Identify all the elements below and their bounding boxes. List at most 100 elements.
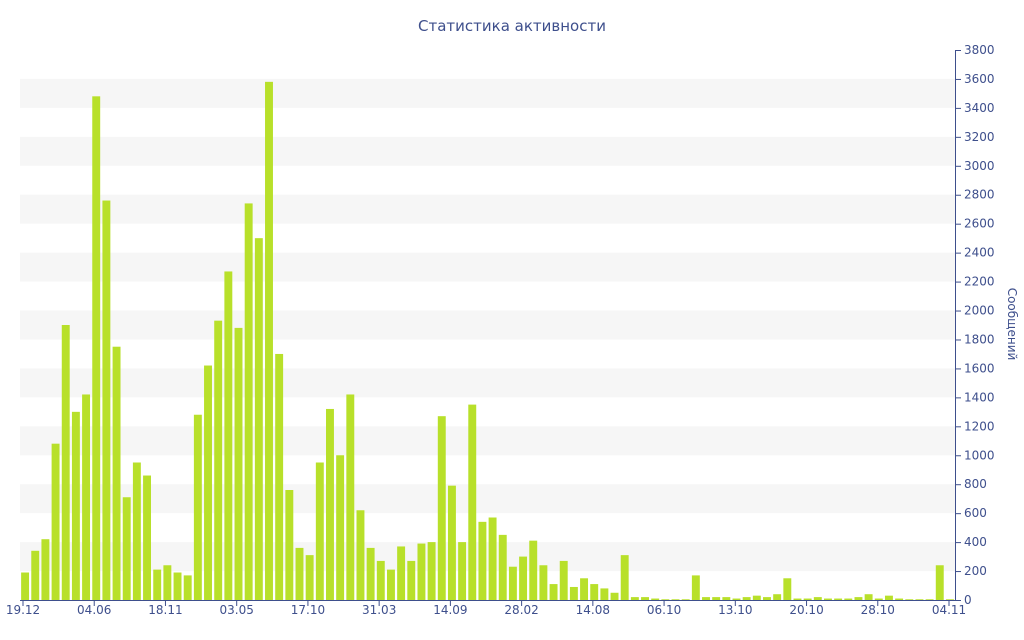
bar bbox=[132, 462, 141, 600]
bar bbox=[620, 555, 629, 600]
bar-series bbox=[21, 81, 954, 601]
bar bbox=[427, 542, 436, 600]
y-tick-label: 0 bbox=[964, 593, 972, 607]
y-tick-label: 400 bbox=[964, 535, 987, 549]
bar bbox=[691, 575, 700, 600]
bar bbox=[173, 572, 182, 600]
bar bbox=[498, 534, 507, 600]
bar bbox=[346, 394, 355, 600]
bar bbox=[915, 599, 924, 600]
bar bbox=[82, 394, 91, 600]
bar bbox=[478, 521, 487, 600]
grid-band bbox=[20, 194, 955, 224]
grid-bands bbox=[20, 78, 955, 572]
bar bbox=[651, 598, 660, 600]
bar bbox=[702, 597, 710, 600]
y-axis-ticks: 0 200 400 600 800 1000 1200 1400 1600 1800 2000 220… bbox=[955, 43, 995, 607]
bar bbox=[925, 599, 934, 600]
bar bbox=[803, 598, 812, 600]
grid-band bbox=[20, 136, 955, 166]
bar bbox=[732, 598, 741, 600]
bar bbox=[824, 598, 832, 600]
y-tick-label: 1400 bbox=[964, 390, 995, 404]
x-tick-label: 20.10 bbox=[789, 603, 823, 617]
x-tick-label: 31.03 bbox=[362, 603, 396, 617]
y-tick-label: 3600 bbox=[964, 72, 995, 86]
y-tick-label: 2200 bbox=[964, 275, 995, 289]
chart-title: Статистика активности bbox=[418, 17, 606, 35]
y-tick-label: 3000 bbox=[964, 159, 995, 173]
bar bbox=[386, 569, 395, 600]
bar bbox=[102, 200, 111, 600]
bar bbox=[193, 414, 202, 600]
x-tick-label: 18.11 bbox=[148, 603, 182, 617]
bar bbox=[854, 597, 863, 600]
y-tick-label: 3200 bbox=[964, 130, 995, 144]
y-tick-label: 1200 bbox=[964, 419, 995, 433]
bar bbox=[407, 560, 416, 600]
bar bbox=[874, 598, 883, 600]
bar bbox=[681, 599, 690, 600]
y-tick-label: 200 bbox=[964, 564, 987, 578]
x-tick-label: 19.12 bbox=[6, 603, 40, 617]
bar bbox=[244, 203, 253, 601]
bar bbox=[71, 411, 80, 600]
bar bbox=[122, 497, 131, 600]
bar bbox=[864, 594, 873, 600]
bar bbox=[447, 485, 456, 600]
bar bbox=[183, 575, 192, 600]
bar bbox=[783, 578, 792, 600]
bar bbox=[21, 572, 30, 600]
bar bbox=[590, 584, 599, 600]
x-tick-label: 13.10 bbox=[718, 603, 752, 617]
bar bbox=[275, 353, 284, 600]
bar bbox=[61, 325, 70, 600]
y-tick-label: 3400 bbox=[964, 101, 995, 115]
y-tick-label: 3800 bbox=[964, 43, 995, 57]
bar bbox=[813, 597, 822, 600]
x-tick-label: 28.02 bbox=[504, 603, 538, 617]
bar bbox=[31, 550, 40, 600]
bar bbox=[326, 408, 334, 600]
bar bbox=[610, 592, 619, 600]
bar bbox=[214, 320, 223, 600]
bar bbox=[437, 416, 446, 600]
bar bbox=[397, 546, 406, 600]
y-tick-label: 2800 bbox=[964, 188, 995, 202]
x-tick-label: 14.08 bbox=[576, 603, 610, 617]
grid-band bbox=[20, 484, 955, 514]
bar bbox=[376, 560, 385, 600]
bar bbox=[752, 595, 761, 600]
grid-band bbox=[20, 368, 955, 398]
bar bbox=[539, 565, 548, 600]
bar bbox=[793, 598, 802, 600]
bar bbox=[315, 462, 324, 600]
bar bbox=[112, 346, 121, 600]
x-tick-label: 04.06 bbox=[77, 603, 111, 617]
bar bbox=[234, 327, 243, 600]
bar bbox=[468, 404, 477, 600]
bar bbox=[143, 475, 151, 600]
grid-band bbox=[20, 78, 955, 108]
y-tick-label: 2000 bbox=[964, 304, 995, 318]
bar bbox=[661, 599, 670, 600]
bar bbox=[580, 578, 589, 600]
bar bbox=[834, 598, 843, 600]
bar bbox=[529, 540, 538, 600]
y-tick-label: 800 bbox=[964, 477, 987, 491]
bar bbox=[224, 271, 233, 600]
x-tick-label: 28.10 bbox=[861, 603, 895, 617]
bar bbox=[153, 569, 162, 600]
bar bbox=[285, 490, 294, 600]
bar bbox=[569, 586, 578, 600]
bar bbox=[295, 547, 304, 600]
bar bbox=[508, 566, 517, 600]
bar bbox=[519, 556, 528, 600]
bar bbox=[763, 597, 771, 600]
bar bbox=[742, 597, 751, 600]
bar bbox=[163, 565, 172, 600]
bar bbox=[641, 597, 649, 600]
bar bbox=[488, 517, 497, 600]
